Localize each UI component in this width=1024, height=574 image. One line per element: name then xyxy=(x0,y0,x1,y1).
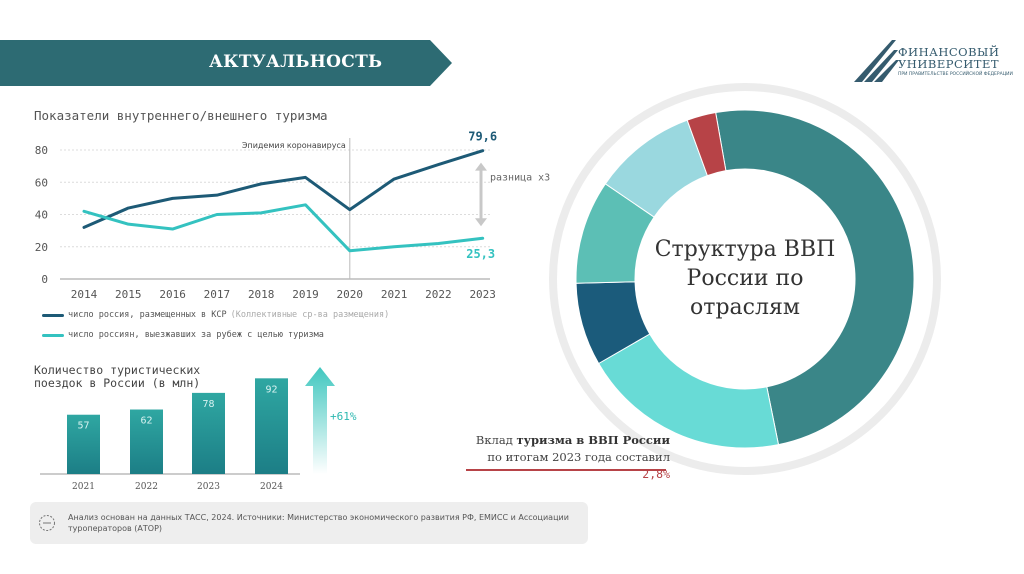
x-tick-label: 2019 xyxy=(292,288,319,301)
y-tick-label: 80 xyxy=(35,144,48,157)
end-label-series-1: 79,6 xyxy=(468,130,497,144)
bar-category-label: 2024 xyxy=(260,482,283,492)
logo-line-2: УНИВЕРСИТЕТ xyxy=(898,57,1000,71)
legend-note-ksr: (Коллективные ср-ва размещения) xyxy=(230,310,390,320)
difference-label: разница х3 xyxy=(490,172,550,183)
series-line-2 xyxy=(82,203,485,253)
info-circle-icon xyxy=(39,515,55,531)
tourism-note-underline xyxy=(466,469,666,471)
bar-value-label: 92 xyxy=(265,384,277,395)
y-tick-label: 20 xyxy=(35,241,48,254)
bar-category-label: 2022 xyxy=(135,482,158,492)
header-banner xyxy=(0,40,452,86)
bar-2021 xyxy=(67,414,100,474)
covid-annotation: Эпидемия коронавируса xyxy=(242,141,346,150)
x-tick-label: 2023 xyxy=(469,288,496,301)
donut-slice-1 xyxy=(715,109,915,446)
donut-slice-6 xyxy=(686,111,727,177)
y-tick-label: 60 xyxy=(35,176,48,189)
difference-arrow-head-down xyxy=(475,218,487,227)
growth-label: +61% xyxy=(330,410,357,423)
legend-label-abroad: число россиян, выезжавших за рубеж с цел… xyxy=(68,330,324,340)
bar-2024 xyxy=(255,378,288,474)
tourism-share-note: Вклад туризма в ВВП России по итогам 202… xyxy=(470,432,670,483)
logo-subtitle: ПРИ ПРАВИТЕЛЬСТВЕ РОССИЙСКОЙ ФЕДЕРАЦИИ xyxy=(898,72,1013,77)
end-label-series-2: 25,3 xyxy=(466,247,495,261)
x-tick-label: 2021 xyxy=(381,288,408,301)
legend-item-abroad: число россиян, выезжавших за рубеж с цел… xyxy=(42,330,324,340)
bar-chart-title: Количество туристических поездок в Росси… xyxy=(34,363,201,390)
tourism-note-bold: туризма в ВВП России xyxy=(516,433,670,447)
x-tick-label: 2022 xyxy=(425,288,452,301)
source-text: Анализ основан на данных ТАСС, 2024. Ист… xyxy=(68,513,569,533)
growth-arrow xyxy=(305,367,335,474)
tourism-note-prefix: Вклад xyxy=(475,433,513,447)
x-tick-label: 2017 xyxy=(204,288,231,301)
banner-shape xyxy=(0,40,452,86)
legend-swatch-abroad xyxy=(42,333,64,337)
x-tick-label: 2015 xyxy=(115,288,142,301)
y-tick-label: 0 xyxy=(41,273,48,286)
legend-label-ksr: число россия, размещенных в КСР xyxy=(68,310,227,320)
difference-arrow-head-up xyxy=(475,162,487,171)
x-tick-label: 2016 xyxy=(159,288,186,301)
legend-swatch-ksr xyxy=(42,313,64,317)
bar-category-label: 2021 xyxy=(72,482,95,492)
bar-2022 xyxy=(130,409,163,474)
x-tick-label: 2018 xyxy=(248,288,275,301)
university-logo xyxy=(854,40,899,82)
bar-category-label: 2023 xyxy=(197,482,220,492)
x-tick-label: 2014 xyxy=(71,288,98,301)
legend-item-ksr: число россия, размещенных в КСР (Коллект… xyxy=(42,310,389,320)
bar-value-label: 78 xyxy=(202,399,214,410)
series-line-1 xyxy=(82,149,485,229)
bar-value-label: 57 xyxy=(77,421,89,432)
page-title: АКТУАЛЬНОСТЬ xyxy=(209,52,383,72)
logo-line-1: ФИНАНСОВЫЙ xyxy=(898,45,1000,59)
bar-value-label: 62 xyxy=(140,416,152,427)
tourism-note-mid: по итогам 2023 года составил xyxy=(487,450,670,464)
y-tick-label: 40 xyxy=(35,209,48,222)
donut-center-title: Структура ВВП России по отраслям xyxy=(654,237,836,320)
line-chart-title: Показатели внутреннего/внешнего туризма xyxy=(34,108,328,123)
logo-text: ФИНАНСОВЫЙ УНИВЕРСИТЕТ xyxy=(898,46,999,70)
source-box xyxy=(30,502,588,544)
x-tick-label: 2020 xyxy=(337,288,364,301)
bar-2023 xyxy=(192,392,225,474)
